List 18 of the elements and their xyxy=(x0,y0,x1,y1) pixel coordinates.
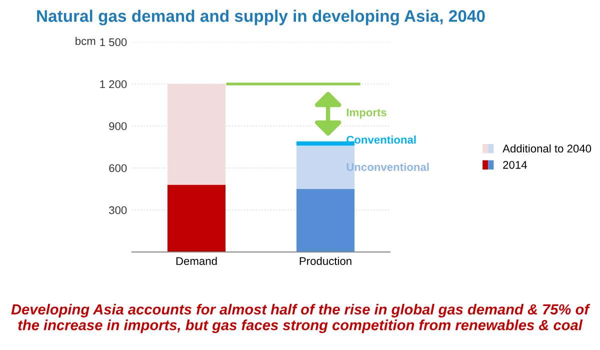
y-tick-label: 600 xyxy=(109,164,127,172)
x-tick-label: Production xyxy=(300,256,352,266)
annotation: Imports xyxy=(346,108,386,119)
y-tick-label: 1 500 xyxy=(100,38,127,46)
x-tick-label: Demand xyxy=(176,256,217,266)
annotation: Conventional xyxy=(346,136,416,144)
y-tick-label: 900 xyxy=(109,122,127,130)
annotation: Unconventional xyxy=(346,162,429,171)
legend-label: 2014 xyxy=(503,160,527,169)
bar xyxy=(296,189,355,252)
y-tick-label: 1 200 xyxy=(100,80,127,88)
bar xyxy=(167,184,226,252)
y-axis-title: bcm xyxy=(76,36,96,45)
chart-title: Natural gas demand and supply in developing Asia, 2040 xyxy=(37,10,485,26)
legend-label: Additional to 2040 xyxy=(502,144,592,153)
bar xyxy=(167,84,226,185)
y-tick-label: 300 xyxy=(109,206,127,214)
text: Developing Asia accounts for almost half of the rise in global gas demand & 75% of the increase in imports, but gas faces strong competition from renewables & coal xyxy=(11,304,590,334)
